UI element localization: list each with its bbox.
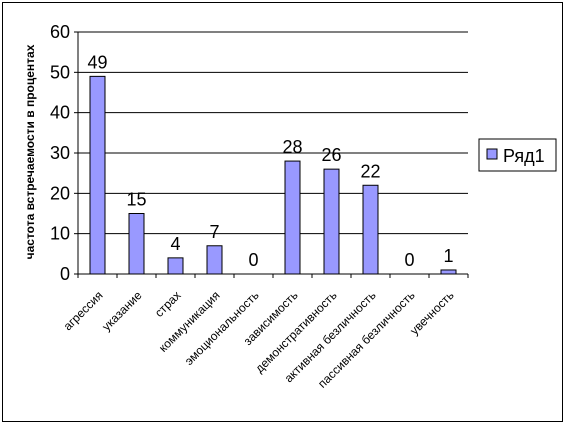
bar [362,184,379,275]
gridlines [74,31,468,275]
bar [206,245,223,275]
data-label: 0 [248,250,258,270]
bar [284,160,301,275]
y-tick-label: 60 [50,22,70,42]
legend-swatch [486,148,498,160]
data-label: 26 [321,145,341,165]
x-category-label: страх [152,288,184,320]
data-label: 4 [170,234,180,254]
data-label: 15 [126,190,146,210]
y-tick-labels: 0 10 20 30 40 50 60 [50,22,70,284]
data-labels: 49 15 4 7 0 28 26 22 0 1 [87,52,453,270]
y-tick-label: 10 [50,224,70,244]
y-tick-label: 50 [50,62,70,82]
bar [167,257,184,275]
legend: Ряд1 [478,138,557,172]
data-label: 7 [209,222,219,242]
bar [89,75,106,275]
y-tick-label: 30 [50,143,70,163]
y-axis-label: частота встречаемости в процентах [23,44,37,259]
y-tick-label: 20 [50,183,70,203]
y-tick-label: 0 [60,264,70,284]
bar [440,269,457,275]
data-label: 1 [443,246,453,266]
data-label: 22 [360,161,380,181]
bar [128,213,145,275]
axes [77,32,469,278]
bars-group [89,75,457,275]
data-label: 49 [87,52,107,72]
chart-frame [2,2,563,422]
x-category-label: агрессия [61,288,106,333]
data-label: 28 [282,137,302,157]
x-category-label: указание [99,288,145,334]
y-tick-label: 40 [50,103,70,123]
bar [323,168,340,275]
legend-series-label: Ряд1 [503,146,545,166]
data-label: 0 [404,250,414,270]
